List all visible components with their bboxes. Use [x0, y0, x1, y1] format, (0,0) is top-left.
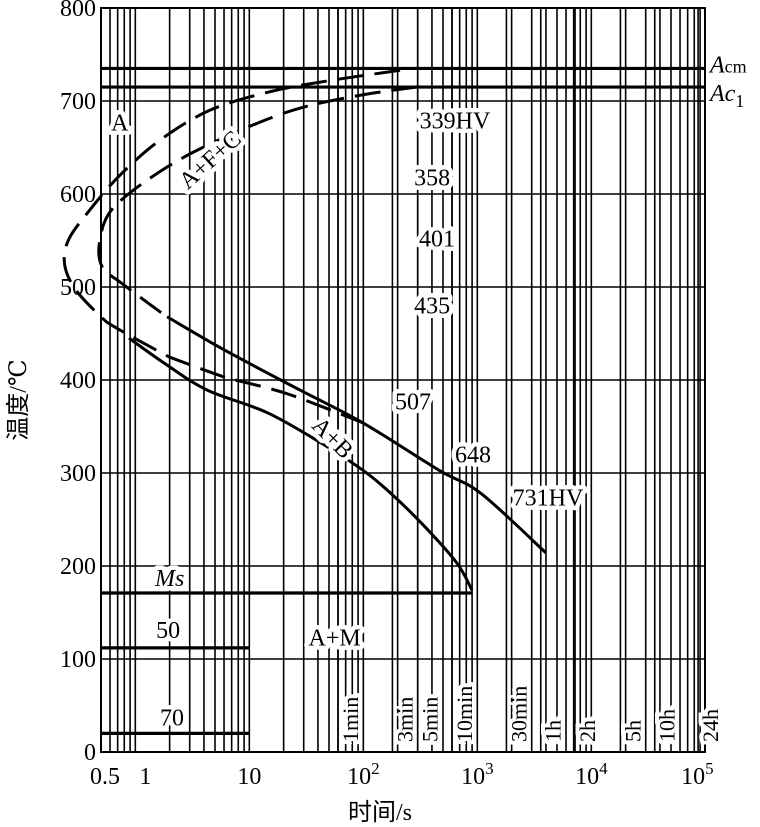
plot-frame	[100, 7, 706, 753]
reference-label-main: A	[708, 52, 725, 78]
region-label: A+M	[309, 626, 361, 652]
x-tick-label: 105	[681, 759, 714, 790]
y-tick-label: 500	[60, 275, 96, 301]
y-tick-label: 700	[60, 89, 96, 115]
hardness-label: 339HV	[420, 109, 491, 135]
x-tick-base: 0.5	[90, 764, 120, 790]
x-tick-base: 10	[575, 764, 599, 790]
x-tick-label: 104	[575, 759, 608, 790]
x-tick-label: 0.5	[90, 764, 120, 790]
y-tick-label: 800	[60, 0, 96, 22]
reference-label-sub: cm	[725, 56, 747, 76]
hardness-label: 731HV	[513, 485, 584, 511]
reference-label-main: Ac	[708, 81, 736, 107]
curve-bainite-start	[128, 336, 474, 591]
label-cooling-50: 50	[156, 618, 180, 644]
y-tick-label: 400	[60, 368, 96, 394]
curve-pearlite-finish-inner	[97, 85, 418, 318]
hardness-label: 435	[414, 294, 450, 320]
x-tick-base: 10	[237, 764, 261, 790]
region-label: A+F+C	[174, 126, 246, 195]
hardness-label: 648	[455, 442, 491, 468]
x-tick-base: 10	[461, 764, 485, 790]
x-tick-base: 10	[347, 764, 371, 790]
y-tick-label: 600	[60, 182, 96, 208]
y-axis-label: 温度/℃	[5, 359, 32, 441]
x-tick-base: 1	[139, 764, 151, 790]
x-tick-exponent: 5	[705, 759, 714, 778]
x-tick-label: 103	[461, 759, 494, 790]
x-tick-exponent: 2	[371, 759, 380, 778]
label-ms: Ms	[154, 566, 184, 592]
reference-lines	[101, 66, 705, 736]
time-marker-label: 5h	[620, 720, 645, 742]
hardness-label: 507	[395, 389, 431, 415]
reference-label-acm: Acm	[708, 52, 747, 78]
annotations: Acm Ac1 Ms 50 70 1min 3min 5min 10min 30min 1h 2h 5h…	[107, 52, 747, 746]
x-tick-label: 10	[237, 764, 261, 790]
reference-label-sub: 1	[735, 91, 744, 111]
reference-label-ac1: Ac1	[708, 81, 744, 111]
x-tick-label: 1	[139, 764, 151, 790]
time-marker-label: 30min	[506, 686, 531, 742]
hardness-label: 358	[414, 165, 450, 191]
curve-bainite-finish	[166, 315, 548, 555]
hardness-label: 401	[419, 227, 455, 253]
x-tick-label: 102	[347, 759, 380, 790]
time-marker-label: 10min	[452, 686, 477, 742]
x-axis-label: 时间/s	[348, 799, 412, 826]
x-tick-base: 10	[681, 764, 705, 790]
region-label: A+B	[306, 413, 358, 465]
x-tick-exponent: 4	[599, 759, 608, 778]
time-marker-label: 1min	[338, 697, 363, 742]
y-tick-label: 100	[60, 647, 96, 673]
time-marker-label: 2h	[575, 720, 600, 742]
transformation-curves	[62, 68, 548, 591]
y-tick-label: 200	[60, 554, 96, 580]
x-tick-exponent: 3	[485, 759, 494, 778]
label-cooling-70: 70	[160, 706, 184, 732]
time-marker-label: 1h	[541, 720, 566, 742]
curve-pearlite-start-outer	[62, 68, 401, 425]
time-marker-label: 5min	[418, 697, 443, 742]
y-tick-label: 0	[84, 740, 96, 766]
time-marker-label: 24h	[698, 709, 723, 742]
y-tick-label: 300	[60, 461, 96, 487]
time-marker-label: 10h	[655, 709, 680, 742]
region-label: A	[111, 110, 129, 136]
time-marker-label: 3min	[392, 697, 417, 742]
